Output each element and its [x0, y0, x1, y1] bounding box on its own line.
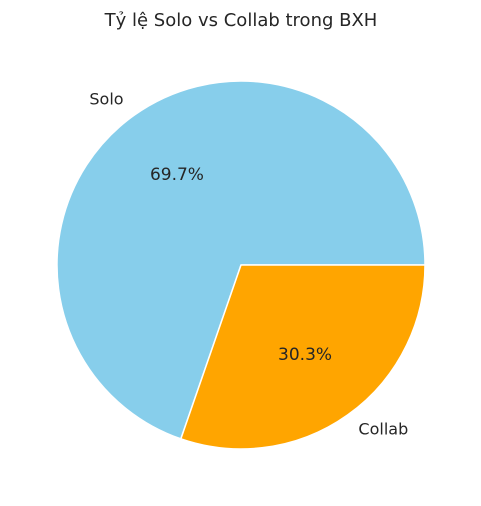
slice-label-collab: Collab	[358, 419, 408, 438]
slice-percent-solo: 69.7%	[150, 165, 204, 185]
pie-slices	[56, 80, 426, 450]
chart-title: Tỷ lệ Solo vs Collab trong BXH	[104, 10, 378, 31]
pie-slice-solo	[56, 80, 426, 440]
slice-label-solo: Solo	[89, 90, 123, 109]
pie-labels: Solo 69.7% Collab 30.3%	[89, 90, 408, 439]
slice-percent-collab: 30.3%	[278, 345, 332, 365]
pie-slice-collab	[180, 264, 426, 450]
